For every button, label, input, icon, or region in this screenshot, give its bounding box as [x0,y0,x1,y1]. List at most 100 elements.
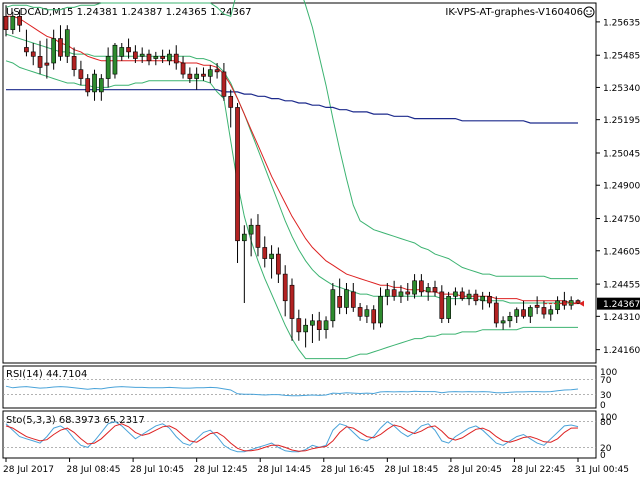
candle [201,67,206,81]
candle-body [180,62,186,75]
price-tick-label: 1.25195 [603,116,640,126]
candle-body [160,56,165,59]
candle [323,316,329,339]
candle [568,296,574,310]
candle-body [425,287,431,293]
price-tick-label: 1.25340 [603,84,640,94]
candle [425,283,431,301]
candle-body [350,291,356,308]
candle-body [330,289,336,322]
sto-series-line [5,423,579,452]
rsi-bottom-label: 0 [600,401,606,411]
candle [276,247,281,283]
candle [316,311,322,341]
candle-body [384,289,390,297]
candle-body [255,224,261,248]
candle [378,287,383,328]
time-tick-label: 28 Jul 16:45 [321,465,375,475]
candle-body [562,300,567,306]
time-tick-label: 28 Jul 10:45 [130,465,184,475]
candle-body [44,62,50,66]
candle-body [398,291,404,297]
candle-body [78,69,84,79]
candle [255,214,261,257]
candle [64,25,70,63]
time-tick-label: 31 Jul 00:45 [575,465,629,475]
candle [51,29,57,70]
candle-body [453,291,458,297]
candle [303,318,308,348]
candle-body [24,47,29,53]
candle-body [323,320,329,330]
candle [548,305,554,321]
candle [126,38,131,59]
candle [493,296,499,328]
candle [371,305,377,330]
candle [58,25,63,61]
candle-body [241,233,247,242]
candle [241,225,247,303]
candle-body [262,247,268,259]
candle [207,65,213,83]
candle [412,274,417,299]
candle [337,278,343,315]
candle [289,278,295,341]
candle-body [303,324,308,333]
candle [37,40,43,75]
price-tick-label: 1.24160 [603,346,640,356]
candle [330,283,336,328]
candle [133,45,138,63]
candle [419,274,424,297]
candle-body [555,300,560,310]
candle-body [228,96,234,108]
candle-body [507,316,513,322]
candle [282,265,288,317]
candle [384,283,390,306]
candle-body [214,69,220,73]
candle-body [466,293,472,299]
candle-body [289,284,295,319]
candle [432,280,438,297]
candle [446,291,451,323]
candle [235,103,240,263]
candle [391,280,397,301]
indicator-name-label: IK-VPS-AT-graphes-V160406 [445,7,583,18]
time-tick-label: 28 Jul 20:45 [448,465,502,475]
candle [527,305,533,323]
candle [480,291,486,310]
candle-body [98,78,104,93]
candle-body [439,291,445,319]
candle-body [133,51,138,59]
candle [17,9,22,32]
candle [507,311,513,328]
candle-body [412,280,417,295]
candle-body [296,318,302,333]
time-tick-label: 28 Jul 18:45 [384,465,438,475]
candle [92,69,97,101]
smiley-icon [583,6,595,18]
candle [248,218,254,257]
candle [98,74,104,101]
bollinger-upper-line [5,0,578,280]
candle-body [364,309,370,317]
candle-body [167,53,172,62]
rsi-tick-label: 70 [600,376,612,386]
sto-bottom-label: 0 [600,451,606,461]
candle-body [575,300,581,304]
candle-body [473,293,479,302]
price-panel[interactable]: USDCAD,M15 1.24381 1.24387 1.24365 1.243… [2,0,640,364]
candle [112,43,118,79]
candle-body [17,16,22,26]
stochastic-label: Sto(5,3,3) 68.3973 65.2317 [6,415,145,426]
candle [214,63,220,79]
candle [85,74,91,97]
candle-body [187,73,193,79]
candle [221,63,227,101]
candle [71,47,77,77]
